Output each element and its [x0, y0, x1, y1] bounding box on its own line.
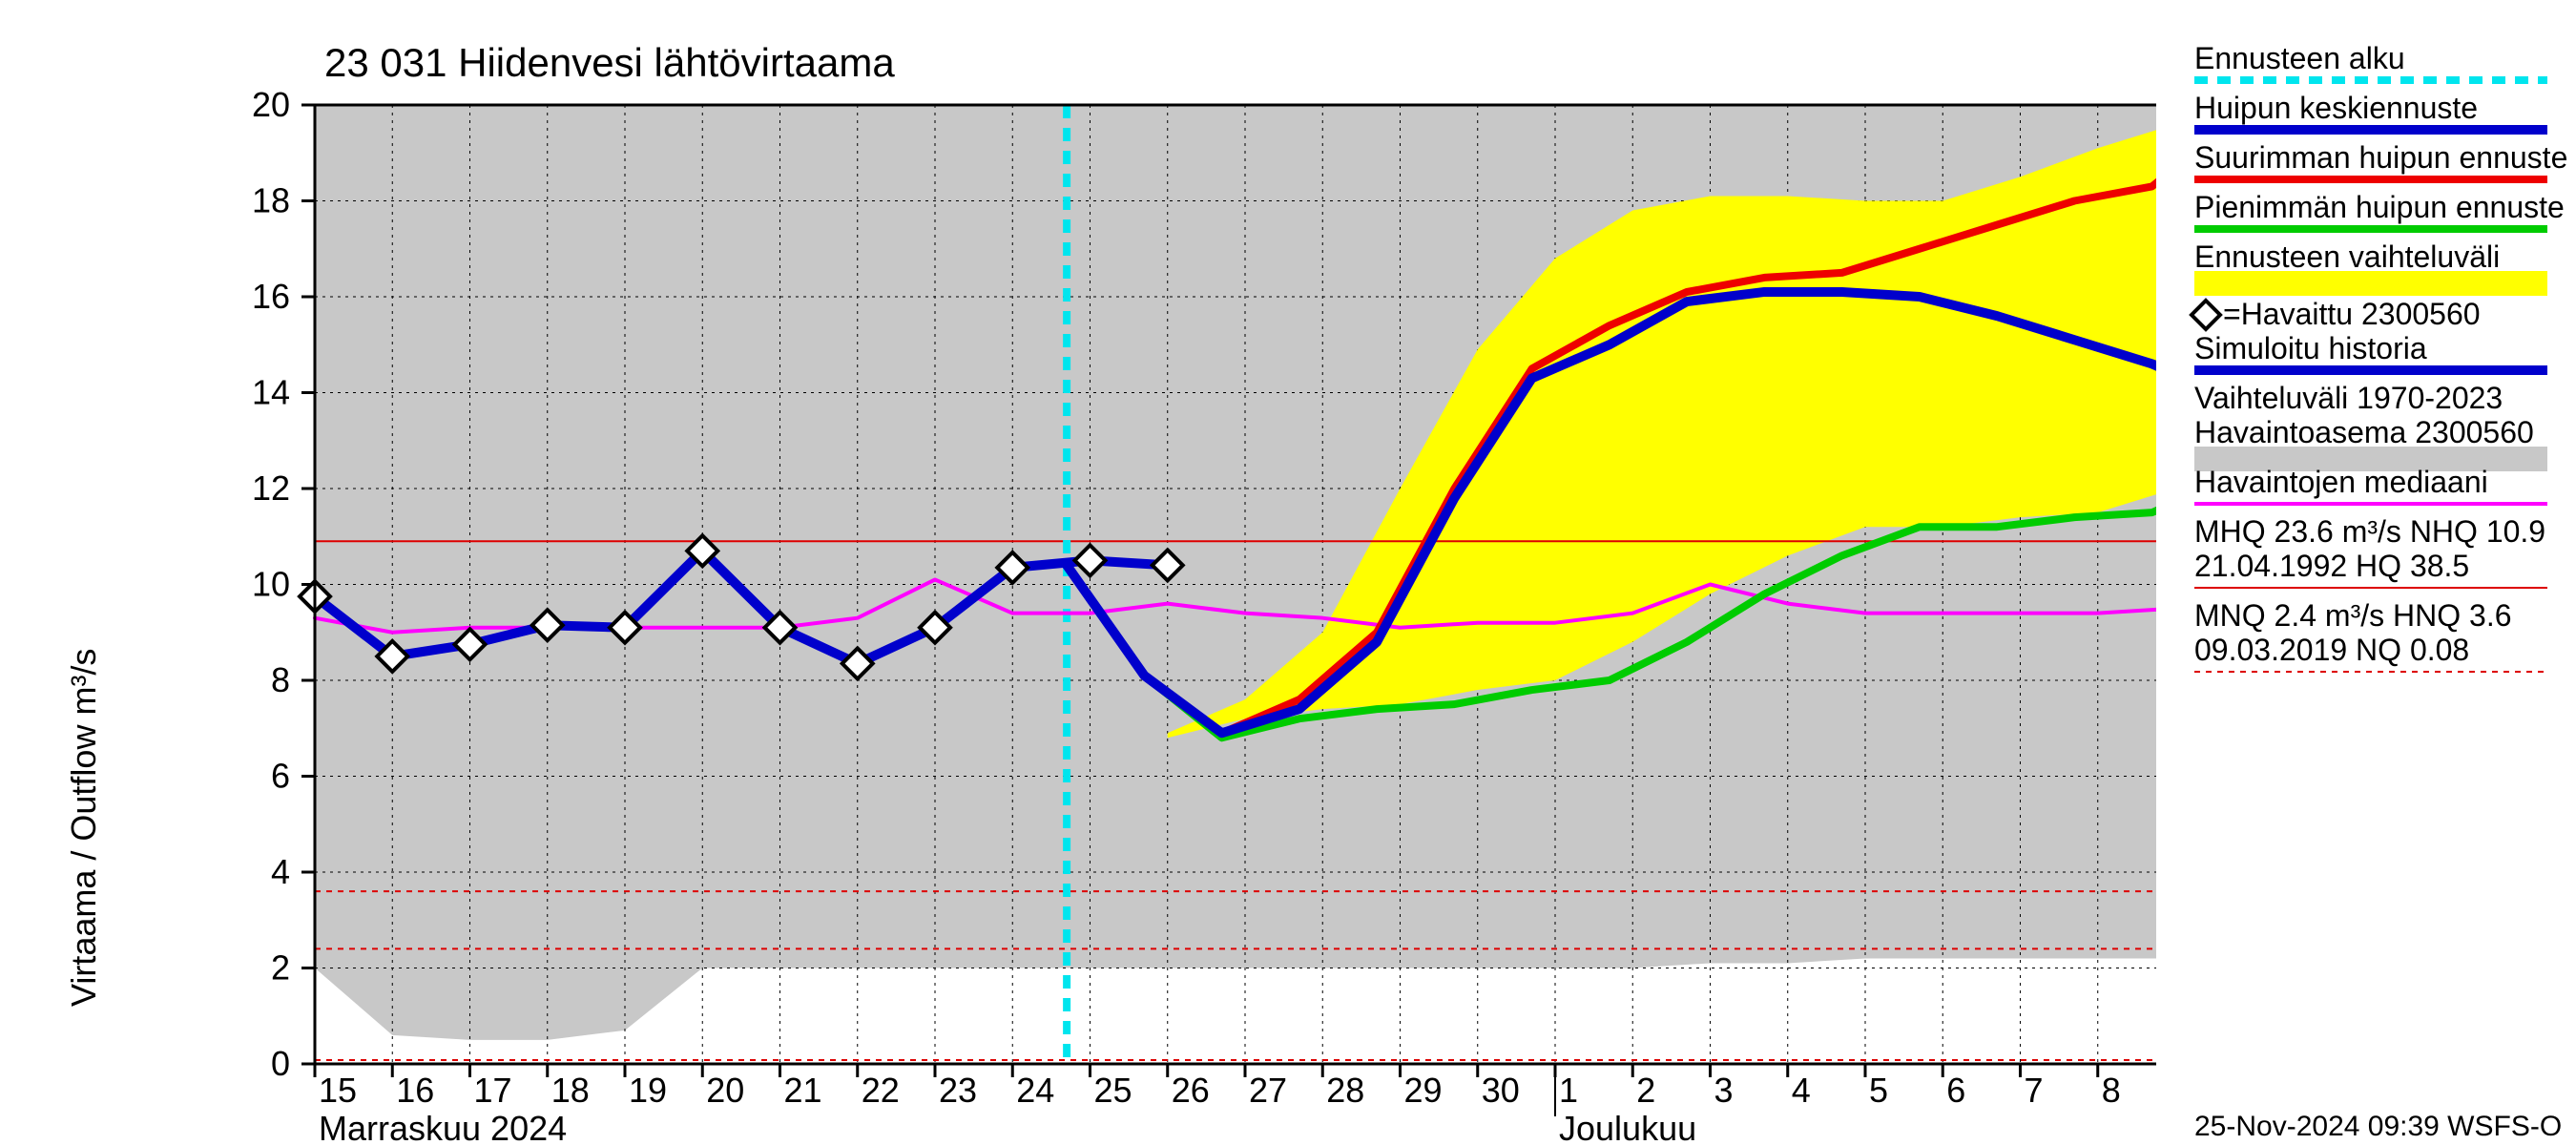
x-tick-label: 28 — [1326, 1071, 1364, 1110]
svg-text:Simuloitu historia: Simuloitu historia — [2194, 331, 2427, 365]
x-tick-label: 27 — [1249, 1071, 1287, 1110]
legend-clean: Ennusteen alku Huipun keskiennuste Suurimm… — [2156, 38, 2567, 1088]
month-label-top: Joulukuu — [1559, 1109, 1696, 1145]
y-tick-label: 0 — [271, 1044, 290, 1083]
x-tick-label: 30 — [1482, 1071, 1520, 1110]
x-tick-label: 15 — [319, 1071, 357, 1110]
y-tick-label: 18 — [252, 181, 290, 220]
x-tick-label: 19 — [629, 1071, 667, 1110]
svg-text:Ennusteen alku: Ennusteen alku — [2194, 41, 2405, 75]
y-tick-label: 20 — [252, 85, 290, 124]
x-tick-label: 4 — [1792, 1071, 1811, 1110]
x-tick-label: 6 — [1946, 1071, 1965, 1110]
svg-text:=Havaittu 2300560: =Havaittu 2300560 — [2223, 297, 2481, 331]
x-tick-label: 26 — [1172, 1071, 1210, 1110]
x-tick-label: 20 — [706, 1071, 744, 1110]
chart-title: 23 031 Hiidenvesi lähtövirtaama — [324, 40, 895, 85]
outflow-chart: 0246810121416182015161718192021222324252… — [0, 0, 2576, 1145]
svg-text:Pienimmän huipun ennuste: Pienimmän huipun ennuste — [2194, 190, 2565, 224]
svg-text:MHQ 23.6 m³/s NHQ 10.9: MHQ 23.6 m³/s NHQ 10.9 — [2194, 514, 2545, 549]
svg-text:MNQ 2.4 m³/s HNQ 3.6: MNQ 2.4 m³/s HNQ 3.6 — [2194, 598, 2512, 633]
x-tick-label: 21 — [784, 1071, 822, 1110]
x-tick-label: 17 — [474, 1071, 512, 1110]
x-tick-label: 2 — [1636, 1071, 1655, 1110]
y-tick-label: 14 — [252, 373, 290, 412]
y-tick-label: 4 — [271, 852, 290, 891]
chart-container: { "chart": { "type": "line", "title": "2… — [0, 0, 2576, 1145]
y-axis-label: Virtaama / Outflow m³/s — [64, 649, 103, 1007]
x-tick-label: 8 — [2102, 1071, 2121, 1110]
x-tick-label: 16 — [396, 1071, 434, 1110]
month-label-top: Marraskuu 2024 — [319, 1109, 567, 1145]
y-tick-label: 8 — [271, 660, 290, 699]
x-tick-label: 18 — [551, 1071, 590, 1110]
x-tick-label: 3 — [1714, 1071, 1734, 1110]
svg-text:Suurimman huipun ennuste: Suurimman huipun ennuste — [2194, 140, 2567, 175]
x-tick-label: 24 — [1016, 1071, 1054, 1110]
svg-text:Vaihteluväli 1970-2023: Vaihteluväli 1970-2023 — [2194, 381, 2503, 415]
x-tick-label: 23 — [939, 1071, 977, 1110]
y-tick-label: 2 — [271, 948, 290, 988]
x-tick-label: 1 — [1559, 1071, 1578, 1110]
x-tick-label: 22 — [862, 1071, 900, 1110]
x-tick-label: 5 — [1869, 1071, 1888, 1110]
svg-text:09.03.2019 NQ 0.08: 09.03.2019 NQ 0.08 — [2194, 633, 2469, 667]
y-tick-label: 16 — [252, 277, 290, 316]
svg-text:Havaintoasema 2300560: Havaintoasema 2300560 — [2194, 415, 2534, 449]
svg-text:Havaintojen mediaani: Havaintojen mediaani — [2194, 465, 2488, 499]
y-tick-label: 12 — [252, 468, 290, 508]
svg-text:Huipun keskiennuste: Huipun keskiennuste — [2194, 91, 2478, 125]
x-tick-label: 29 — [1404, 1071, 1443, 1110]
y-tick-label: 6 — [271, 757, 290, 796]
x-tick-label: 25 — [1094, 1071, 1132, 1110]
x-tick-label: 7 — [2025, 1071, 2044, 1110]
y-tick-label: 10 — [252, 565, 290, 604]
svg-text:21.04.1992 HQ 38.5: 21.04.1992 HQ 38.5 — [2194, 549, 2469, 583]
svg-text:Ennusteen vaihteluväli: Ennusteen vaihteluväli — [2194, 239, 2500, 274]
footer-timestamp: 25-Nov-2024 09:39 WSFS-O — [2194, 1111, 2562, 1142]
